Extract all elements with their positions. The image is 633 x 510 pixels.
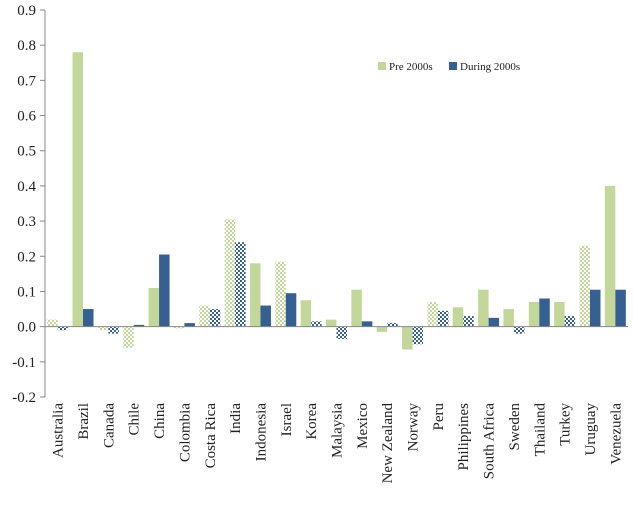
- bar-pre-2000s-turkey: [554, 302, 565, 327]
- x-category-label: Australia: [51, 403, 67, 458]
- bar-pre-2000s-new-zealand: [376, 326, 388, 332]
- bar-during-2000s-chile: [133, 324, 145, 327]
- y-tick-label: 0.8: [17, 38, 36, 54]
- bar-pre-2000s-china: [148, 287, 160, 327]
- legend-label-pre-2000s: Pre 2000s: [389, 61, 433, 73]
- x-category-label: New Zealand: [380, 403, 396, 484]
- bar-pre-2000s-israel: [275, 261, 286, 327]
- bar-pre-2000s-brazil: [72, 52, 84, 327]
- bar-pre-2000s-peru: [427, 302, 438, 327]
- bar-during-2000s-korea: [311, 321, 322, 327]
- x-category-label: Venezuela: [608, 403, 624, 465]
- bar-during-2000s-brazil: [83, 309, 94, 327]
- bar-during-2000s-malaysia: [336, 326, 347, 339]
- bar-pre-2000s-australia: [47, 319, 58, 327]
- x-category-label: Malaysia: [330, 403, 346, 458]
- bar-during-2000s-turkey: [564, 316, 576, 327]
- bar-during-2000s-canada: [108, 326, 119, 334]
- bar-during-2000s-venezuela: [615, 289, 626, 327]
- bar-during-2000s-thailand: [539, 298, 550, 327]
- bar-during-2000s-costa-rica: [209, 309, 221, 327]
- bar-during-2000s-israel: [285, 293, 297, 327]
- x-axis-labels: Australia Brazil Canada Chile China Colombia C…: [51, 403, 625, 484]
- y-axis: -0.2 -0.1 0.0 0.1 0.2 0.3 0.4 0.5 0.6 0.7 0.8 0.9: [12, 3, 46, 406]
- x-category-label: Korea: [304, 403, 320, 440]
- bar-during-2000s-colombia: [184, 323, 195, 327]
- legend: Pre 2000s During 2000s: [378, 61, 520, 73]
- x-category-label: Uruguay: [583, 403, 599, 456]
- y-tick-label: 0.9: [17, 3, 36, 19]
- bar-during-2000s-china: [159, 254, 170, 327]
- x-category-label: China: [152, 403, 168, 439]
- bar-pre-2000s-chile: [123, 326, 134, 348]
- y-tick-label: 0.2: [17, 249, 36, 265]
- bar-pre-2000s-mexico: [351, 289, 362, 327]
- legend-swatch-pre-2000s: [378, 62, 386, 70]
- bar-pre-2000s-uruguay: [579, 245, 590, 327]
- x-category-label: Mexico: [355, 403, 371, 449]
- bar-pre-2000s-norway: [402, 326, 413, 350]
- x-category-label: Israel: [279, 403, 295, 436]
- bar-during-2000s-india: [235, 242, 246, 327]
- y-tick-label: 0.0: [17, 320, 36, 336]
- legend-swatch-during-2000s: [449, 62, 457, 70]
- bar-during-2000s-philippines: [463, 316, 474, 327]
- bar-pre-2000s-sweden: [503, 309, 514, 327]
- bar-pre-2000s-thailand: [528, 302, 540, 327]
- bar-pre-2000s-indonesia: [249, 263, 261, 327]
- bar-during-2000s-norway: [412, 326, 424, 345]
- x-category-label: Indonesia: [253, 403, 269, 462]
- y-tick-label: 0.3: [17, 214, 36, 230]
- x-category-label: South Africa: [482, 403, 498, 480]
- y-tick-label: 0.6: [17, 109, 36, 125]
- bar-pre-2000s-india: [224, 219, 236, 327]
- bar-pre-2000s-philippines: [452, 307, 464, 327]
- x-category-label: Sweden: [507, 403, 523, 451]
- y-tick-label: 0.7: [17, 73, 36, 89]
- bar-pre-2000s-south-africa: [478, 289, 489, 327]
- y-tick-label: -0.1: [12, 355, 36, 371]
- bar-pre-2000s-korea: [300, 300, 312, 327]
- x-category-label: India: [228, 403, 244, 434]
- y-tick-label: 0.4: [17, 179, 36, 195]
- y-tick-label: -0.2: [12, 390, 36, 406]
- x-category-label: Costa Rica: [203, 403, 219, 469]
- x-category-label: Canada: [101, 403, 117, 448]
- bar-pre-2000s-malaysia: [326, 319, 337, 327]
- x-category-label: Colombia: [177, 403, 193, 463]
- legend-label-during-2000s: During 2000s: [460, 61, 520, 73]
- x-category-label: Norway: [406, 403, 422, 452]
- x-category-label: Thailand: [532, 403, 548, 457]
- x-category-label: Turkey: [558, 403, 574, 446]
- y-tick-label: 0.5: [17, 144, 36, 160]
- bar-during-2000s-mexico: [361, 321, 373, 327]
- x-category-label: Peru: [431, 403, 447, 431]
- y-tick-label: 0.1: [17, 284, 36, 300]
- bar-during-2000s-south-africa: [488, 317, 500, 327]
- bar-during-2000s-sweden: [513, 326, 525, 334]
- bar-pre-2000s-costa-rica: [199, 305, 210, 327]
- bar-during-2000s-australia: [57, 326, 69, 331]
- bar-during-2000s-uruguay: [589, 289, 601, 327]
- bar-pre-2000s-colombia: [173, 326, 185, 329]
- bars-group: [47, 52, 626, 350]
- bar-during-2000s-peru: [437, 310, 449, 327]
- bar-pre-2000s-venezuela: [604, 185, 616, 327]
- bar-pre-2000s-canada: [97, 326, 109, 331]
- x-category-label: Chile: [127, 403, 143, 436]
- bar-during-2000s-indonesia: [260, 305, 271, 327]
- x-category-label: Philippines: [456, 403, 472, 471]
- x-category-label: Brazil: [76, 403, 92, 440]
- bar-during-2000s-new-zealand: [387, 323, 398, 327]
